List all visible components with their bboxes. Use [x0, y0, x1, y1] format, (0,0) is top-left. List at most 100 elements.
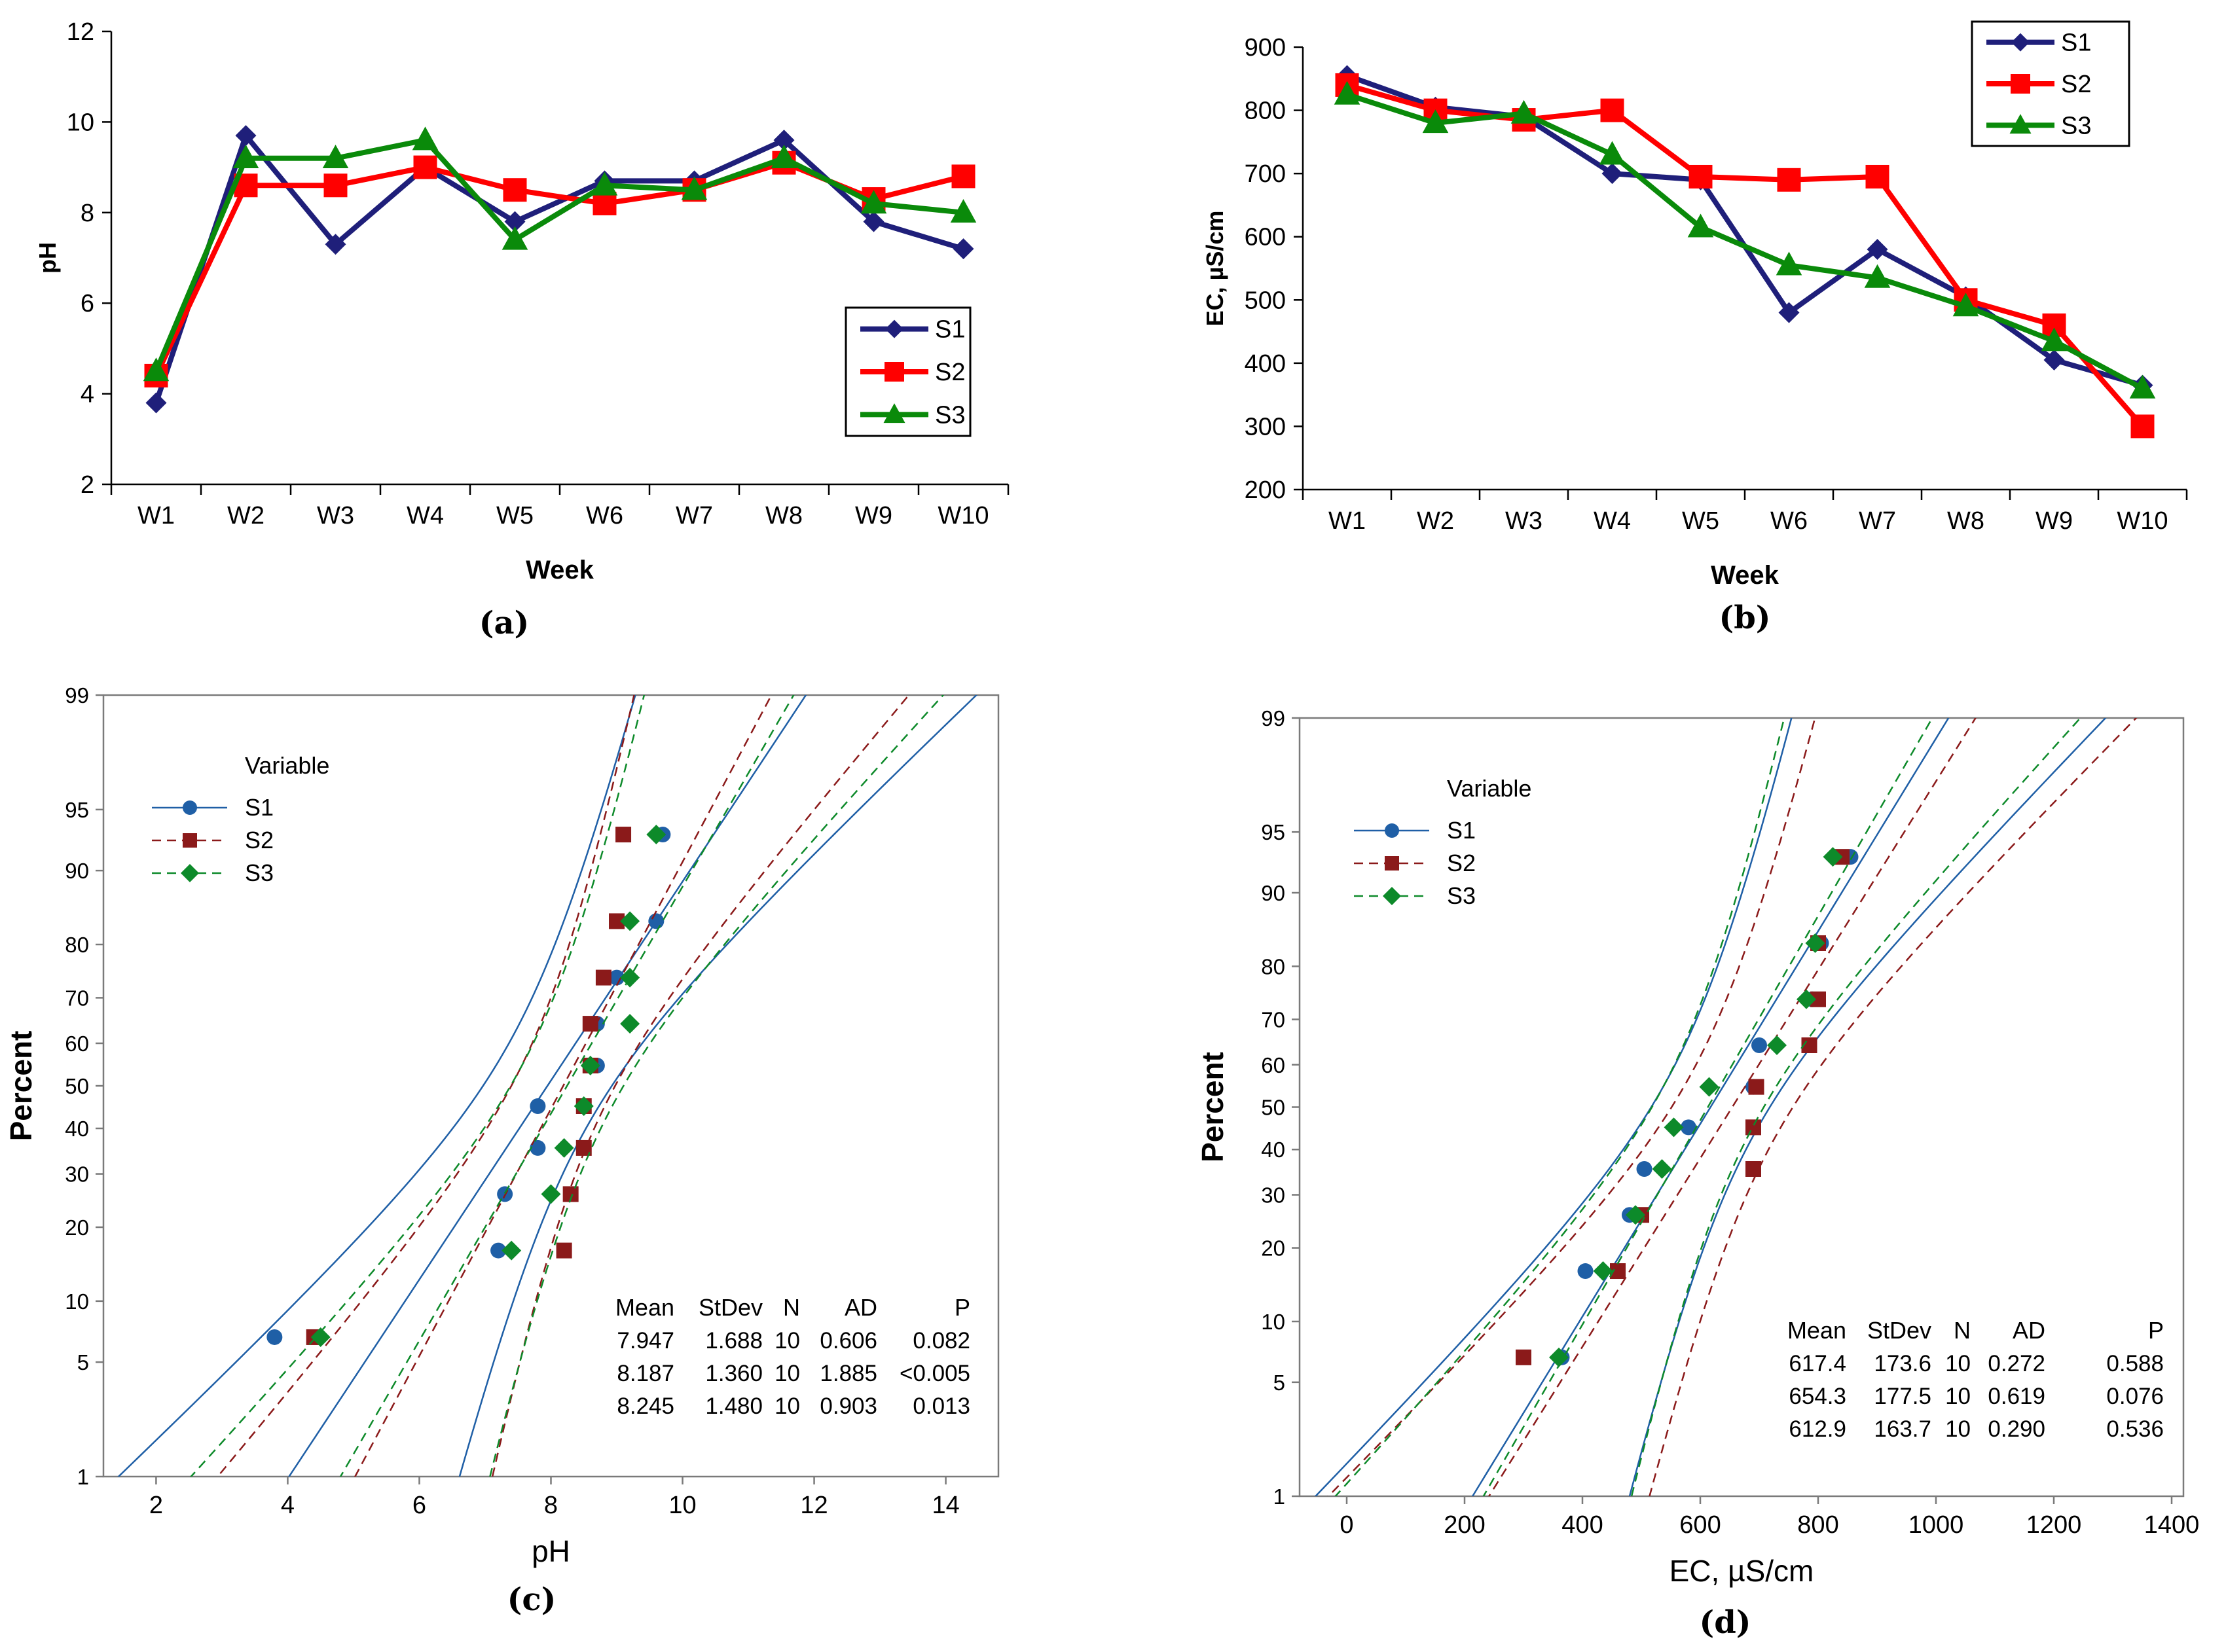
chart-b-point-S3: [1776, 251, 1802, 276]
chart-d-legend-marker-S3: [1383, 887, 1401, 905]
chart-d-stats-cell-S3: 0.290: [1988, 1416, 2045, 1442]
chart-d-stats-cell-S2: 0.619: [1988, 1384, 2045, 1409]
chart-c-y-tick-label: 30: [65, 1162, 89, 1187]
chart-d-x-tick-label: 0: [1340, 1511, 1353, 1539]
chart-a-x-tick-label: W2: [227, 502, 265, 530]
chart-d-point-S1: [1636, 1161, 1652, 1177]
chart-c-x-tick-label: 12: [800, 1492, 828, 1519]
chart-a-point-S1: [773, 130, 795, 151]
chart-a-x-axis-title: Week: [526, 556, 594, 584]
chart-b-point-S2: [1688, 164, 1713, 189]
chart-c-ci-upper-S3: [489, 695, 945, 1477]
chart-a-x-tick-label: W4: [407, 502, 444, 530]
chart-d-x-tick-label: 600: [1679, 1511, 1721, 1539]
chart-c-x-tick-label: 4: [281, 1492, 295, 1519]
chart-c-x-tick-label: 8: [544, 1492, 558, 1519]
chart-c-x-tick-label: 2: [149, 1492, 163, 1519]
chart-d-legend-label-S2: S2: [1447, 850, 1476, 876]
chart-c-ci-upper-S1: [458, 695, 978, 1477]
chart-a-y-axis-title: pH: [34, 242, 61, 274]
chart-c-y-tick-label: 99: [65, 683, 89, 708]
chart-b-legend-marker-S2: [2011, 74, 2030, 94]
chart-d-legend-marker-S2: [1385, 856, 1399, 871]
chart-d-point-S1: [1751, 1037, 1767, 1053]
chart-b-x-tick-label: W4: [1594, 507, 1631, 535]
chart-c-y-tick-label: 95: [65, 798, 89, 822]
chart-d-point-S2: [1745, 1119, 1761, 1136]
chart-d-plot-frame: [1298, 717, 2185, 1498]
chart-b-x-tick-label: W1: [1328, 507, 1366, 535]
chart-b-legend-marker-S1: [2011, 33, 2030, 52]
chart-c-fit-line-S3: [339, 695, 795, 1477]
chart-c-legend-label-S2: S2: [245, 827, 274, 853]
chart-c-stats-cell-S3: 8.245: [617, 1393, 674, 1419]
chart-d-stats-cell-S1: 173.6: [1874, 1351, 1931, 1376]
chart-d-stats-cell-S1: 0.588: [2106, 1351, 2164, 1376]
chart-d-stats-cell-S2: 0.076: [2106, 1384, 2164, 1409]
chart-c-point-S1: [648, 913, 665, 929]
chart-c-y-tick-label: 10: [65, 1289, 89, 1314]
chart-b-point-S3: [2129, 374, 2156, 399]
chart-c-legend-marker-S3: [181, 864, 199, 882]
chart-d-point-S3: [1699, 1077, 1719, 1097]
chart-c-x-axis-title: pH: [532, 1534, 570, 1568]
chart-c-point-S1: [530, 1098, 546, 1115]
chart-a-point-S1: [504, 211, 526, 232]
chart-a-y-tick-label: 8: [81, 200, 94, 227]
chart-c-stats-cell-S3: 10: [775, 1393, 800, 1419]
chart-d-point-S3: [1593, 1261, 1613, 1282]
chart-a-legend-label-S3: S3: [935, 401, 965, 429]
chart-d-y-tick-label: 1: [1273, 1484, 1285, 1509]
chart-c-legend-marker-S1: [183, 800, 197, 815]
chart-c-point-S3: [554, 1138, 574, 1158]
chart-b-y-tick-label: 700: [1245, 160, 1286, 188]
chart-a-point-S3: [232, 145, 259, 169]
chart-a-series-S1-line: [153, 133, 964, 404]
chart-a-x-tick-label: W1: [137, 502, 175, 530]
chart-a-point-S3: [591, 171, 618, 196]
chart-b-legend-label-S3: S3: [2061, 112, 2091, 139]
chart-c-stats-header: P: [955, 1294, 970, 1321]
chart-b-x-tick-label: W9: [2035, 507, 2073, 535]
chart-a-point-S3: [502, 226, 528, 250]
chart-c-stats-cell-S2: <0.005: [900, 1361, 970, 1386]
chart-d-point-S3: [1805, 933, 1825, 953]
chart-b-x-tick-label: W5: [1682, 507, 1719, 535]
chart-c-stats-cell-S3: 1.480: [705, 1393, 763, 1419]
chart-a-x-tick-label: W3: [317, 502, 354, 530]
chart-a-legend-marker-S1: [885, 319, 903, 338]
chart-d-stats-header: N: [1954, 1317, 1971, 1344]
chart-b-point-S1: [1778, 302, 1800, 323]
chart-c-stats-header: Mean: [615, 1294, 674, 1321]
chart-d-y-tick-label: 70: [1261, 1007, 1285, 1032]
caption-b: (b): [1719, 600, 1771, 636]
chart-a-y-tick-label: 4: [81, 381, 94, 408]
chart-b-point-S2: [1777, 168, 1801, 192]
chart-a-point-S1: [863, 211, 885, 232]
chart-c-y-tick-label: 70: [65, 986, 89, 1010]
chart-d-fit-line-S1: [1471, 718, 1950, 1496]
chart-d-y-tick-label: 99: [1261, 706, 1285, 730]
chart-b-x-tick-label: W10: [2117, 507, 2168, 535]
chart-d-y-tick-label: 60: [1261, 1053, 1285, 1077]
chart-a-x-tick-label: W10: [938, 502, 989, 530]
chart-c-point-S3: [574, 1096, 594, 1117]
chart-a-point-S1: [325, 234, 346, 255]
chart-d-point-S3: [1664, 1117, 1684, 1138]
chart-c-point-S3: [310, 1327, 331, 1347]
chart-d-point-S3: [1652, 1159, 1672, 1179]
chart-c-y-axis-title: Percent: [4, 1031, 38, 1141]
chart-c-stats-header: N: [783, 1294, 800, 1321]
chart-a-x-tick-label: W6: [586, 502, 623, 530]
chart-d-stats-cell-S3: 0.536: [2106, 1416, 2164, 1442]
chart-a-point-S2: [503, 178, 527, 202]
chart-c-stats-cell-S2: 10: [775, 1361, 800, 1386]
chart-d-x-tick-label: 400: [1561, 1511, 1603, 1539]
chart-b-point-S3: [1952, 293, 1979, 317]
chart-b-point-S2: [2130, 414, 2155, 439]
chart-d-plot-area: [1314, 718, 2138, 1496]
chart-d-x-tick-label: 1400: [2144, 1511, 2200, 1539]
chart-d-point-S1: [1681, 1119, 1696, 1136]
chart-a-y-tick-label: 10: [67, 109, 94, 136]
